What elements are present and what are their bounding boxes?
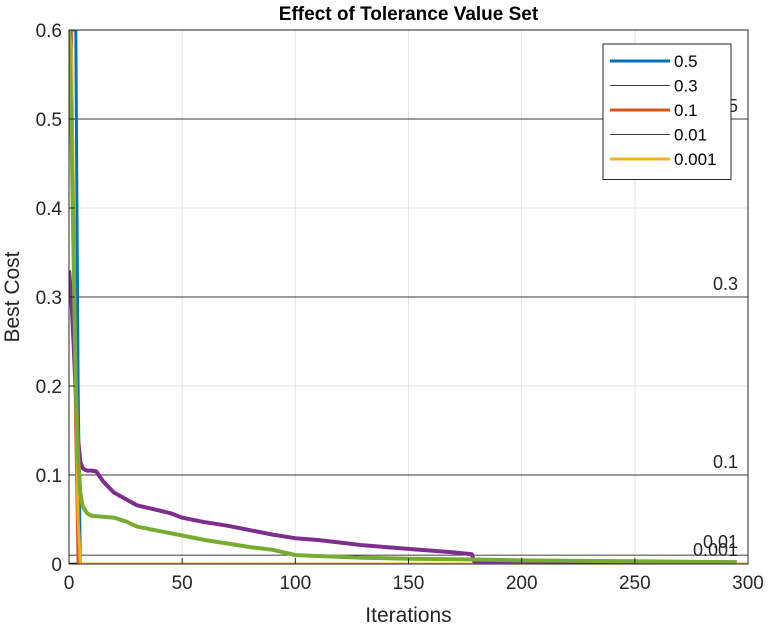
y-tick-label: 0.2: [36, 377, 62, 398]
x-tick-label: 200: [506, 573, 538, 594]
tick-labels: 0 50 100 150 200 250 300 0 0.1 0.2 0.3 0.4 0.5 0.6: [36, 21, 764, 594]
reference-line-label: 0.001: [693, 540, 738, 560]
reference-line-label: 0.1: [713, 452, 738, 472]
y-axis-label: Best Cost: [1, 251, 24, 342]
x-tick-label: 300: [732, 573, 764, 594]
x-axis-label: Iterations: [365, 604, 451, 627]
x-tick-label: 100: [279, 573, 311, 594]
x-tick-label: 0: [64, 573, 75, 594]
x-tick-label: 250: [619, 573, 651, 594]
legend-label: 0.5: [674, 52, 698, 71]
series-line: [69, 30, 737, 564]
legend: 0.5 0.3 0.1 0.01 0.001: [602, 43, 732, 180]
legend-label: 0.1: [674, 101, 698, 120]
reference-line-label: 0.01: [703, 532, 738, 552]
series-line: [69, 270, 737, 564]
series-lines: [69, 30, 748, 564]
legend-label: 0.3: [674, 77, 698, 96]
legend-label: 0.001: [674, 150, 717, 169]
legend-label: 0.01: [674, 126, 707, 145]
y-tick-label: 0.4: [36, 199, 63, 220]
reference-lines: 0.50.30.10.010.001: [69, 96, 748, 564]
x-tick-label: 50: [172, 573, 193, 594]
y-tick-label: 0: [51, 555, 62, 576]
x-tick-label: 150: [393, 573, 425, 594]
y-tick-label: 0.3: [36, 288, 62, 309]
y-tick-label: 0.1: [36, 466, 62, 487]
y-tick-label: 0.6: [36, 21, 62, 42]
reference-line-label: 0.3: [713, 274, 738, 294]
chart-title: Effect of Tolerance Value Set: [279, 4, 539, 25]
y-tick-label: 0.5: [36, 110, 62, 131]
legend-box: [602, 43, 732, 180]
axes: [68, 29, 749, 565]
